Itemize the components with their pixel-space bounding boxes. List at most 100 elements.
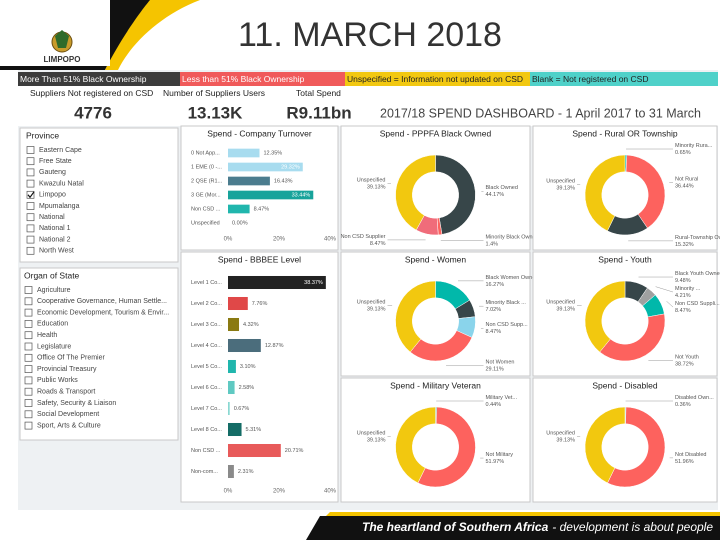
slice-label: Unspecified xyxy=(357,300,386,306)
legend-label: Unspecified = Information not updated on… xyxy=(347,74,523,84)
logo-shield xyxy=(55,30,69,48)
corner-stripe xyxy=(105,0,200,70)
x-tick-label: 0% xyxy=(224,489,233,495)
checkmark xyxy=(27,191,35,199)
category-label: 1 EME (0 -... xyxy=(191,164,222,170)
slice-value: 0.65% xyxy=(675,150,691,156)
bar xyxy=(228,380,235,395)
footer-stripe xyxy=(326,512,720,516)
value-label: 12.87% xyxy=(265,343,284,349)
checkbox xyxy=(26,202,35,210)
dashboard-title: 2017/18 SPEND DASHBOARD - 1 April 2017 t… xyxy=(380,106,701,120)
bar xyxy=(228,401,230,416)
value-label: 7.76% xyxy=(252,301,268,307)
leader-line xyxy=(655,286,674,293)
kpi-row xyxy=(18,86,718,126)
slicer-item: Agriculture xyxy=(37,287,71,294)
chart-title: Spend - Disabled xyxy=(592,380,657,390)
legend-yellow xyxy=(345,72,530,86)
value-label: 3.10% xyxy=(240,364,256,370)
slide-title: 11. MARCH 2018 xyxy=(238,16,502,54)
slice-label: Not Disabled xyxy=(675,452,707,458)
slice-label: Unspecified xyxy=(357,178,386,184)
slice-label: Black Youth Owned xyxy=(675,271,720,277)
donut-slice xyxy=(395,406,436,484)
checkbox xyxy=(24,353,33,362)
slice-label: Non CSD Supp... xyxy=(486,322,529,328)
slice-label: Non CSD Suppli... xyxy=(675,301,720,307)
slice-value: 9.48% xyxy=(675,278,691,284)
value-label: 29.32% xyxy=(281,164,300,170)
slicer-item: Roads & Transport xyxy=(37,389,95,396)
checkbox xyxy=(24,376,33,385)
checkbox xyxy=(24,297,33,306)
category-label: Level 5 Co... xyxy=(191,364,222,370)
chart-panel xyxy=(180,251,339,503)
slice-value: 8.47% xyxy=(675,308,691,314)
slice-value: 0.36% xyxy=(675,402,691,408)
chart-title: Spend - Youth xyxy=(598,254,652,264)
footer-band xyxy=(306,516,720,540)
slice-value: 39.13% xyxy=(367,185,386,191)
checkbox xyxy=(26,157,35,166)
slice-value: 36.44% xyxy=(675,183,694,189)
chart-title: Spend - Company Turnover xyxy=(207,128,312,138)
slicer-item: National 1 xyxy=(39,225,71,232)
legend-black xyxy=(18,72,180,86)
slice-value: 39.13% xyxy=(556,186,575,192)
slicer-item: Economic Development, Tourism & Envir... xyxy=(37,309,169,316)
leader-line xyxy=(666,301,674,308)
donut-slice xyxy=(395,154,436,231)
slicer-item: Health xyxy=(37,332,57,339)
slice-value: 29.11% xyxy=(486,367,504,373)
bar xyxy=(228,359,236,374)
checkbox xyxy=(24,387,33,396)
value-label: 20.71% xyxy=(285,448,304,454)
donut-slice xyxy=(395,280,436,353)
bar xyxy=(228,190,314,200)
x-tick-label: 40% xyxy=(324,237,337,243)
bar xyxy=(228,296,248,311)
slice-label: Not Women xyxy=(486,360,515,366)
footer-bold: The heartland of Southern Africa xyxy=(362,520,549,534)
slice-label: Unspecified xyxy=(546,300,575,306)
footer-text: - development is about people xyxy=(552,520,713,534)
value-label: 4.32% xyxy=(243,322,259,328)
chart-panel xyxy=(180,125,339,251)
slicer-title: Organ of State xyxy=(24,270,80,280)
chart-title: Spend - PPPFA Black Owned xyxy=(380,128,492,138)
slicer-item: Free State xyxy=(39,158,72,165)
donut-slice xyxy=(417,406,476,488)
category-label: Level 6 Co... xyxy=(191,385,222,391)
x-tick-label: 0% xyxy=(224,237,233,243)
slice-label: Disabled Own... xyxy=(675,395,714,401)
slicer-item: Mpumalanga xyxy=(39,203,80,210)
donut-slice xyxy=(584,154,626,232)
slicer-item: Limpopo xyxy=(39,192,66,199)
kpi-label: Suppliers Not registered on CSD xyxy=(30,88,153,98)
slice-value: 51.96% xyxy=(675,459,694,465)
slicer-item: National 2 xyxy=(39,236,71,243)
slicer-item: Cooperative Governance, Human Settle... xyxy=(37,298,167,305)
logo-text: LIMPOPO xyxy=(44,55,81,64)
bar xyxy=(228,148,260,158)
category-label: Level 3 Co... xyxy=(191,322,222,328)
logo-area xyxy=(0,0,110,66)
checkbox xyxy=(26,224,35,233)
slicer-item: Safety, Security & Liaison xyxy=(37,400,116,407)
checkbox xyxy=(24,331,33,340)
bar xyxy=(228,422,242,437)
bar xyxy=(228,204,250,214)
slice-label: Unspecified xyxy=(357,431,386,437)
checkbox xyxy=(26,213,35,222)
category-label: 0 Not App... xyxy=(191,150,220,156)
slicer-title: Province xyxy=(26,130,59,140)
bar xyxy=(228,338,261,353)
bar xyxy=(228,317,240,332)
value-label: 8.47% xyxy=(254,206,270,212)
value-label: 5.31% xyxy=(246,427,262,433)
slice-value: 44.17% xyxy=(486,192,505,198)
slice-value: 51.97% xyxy=(486,459,505,465)
slice-value: 39.13% xyxy=(556,307,575,313)
category-label: Level 4 Co... xyxy=(191,343,222,349)
